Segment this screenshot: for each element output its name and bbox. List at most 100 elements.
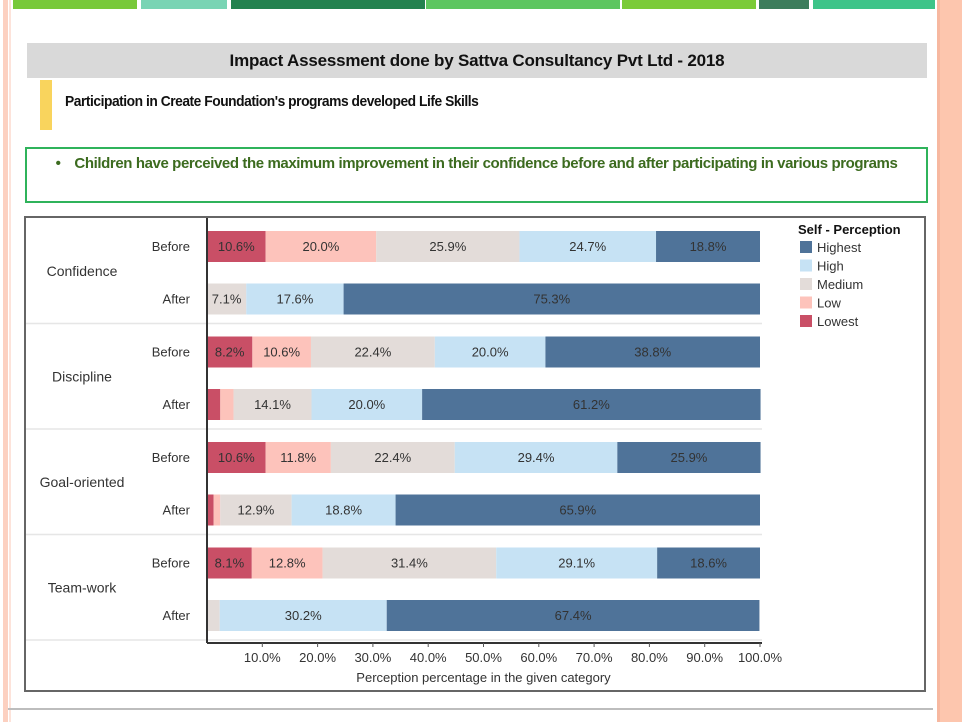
bar-segment-lowest <box>207 336 253 368</box>
bar-segment-low <box>265 442 331 473</box>
bar-segment-high <box>454 442 618 473</box>
data-label: 61.2% <box>573 397 610 412</box>
bar-segment-lowest <box>207 547 252 579</box>
header-stripe-segment <box>231 0 425 9</box>
legend-swatch-highest <box>800 241 812 253</box>
legend-label-high: High <box>817 259 844 274</box>
category-label: Team-work <box>48 580 117 596</box>
bar-segment-high <box>519 231 657 262</box>
data-label: 10.6% <box>218 450 255 465</box>
data-label: 29.1% <box>558 556 595 571</box>
x-tick-label: 90.0% <box>686 650 723 665</box>
bar-segment-low <box>251 547 323 579</box>
slide-title-text: Impact Assessment done by Sattva Consult… <box>229 50 725 70</box>
bar-segment-high <box>496 547 658 579</box>
bar-segment-highest <box>395 494 760 526</box>
header-stripe-segment <box>13 0 137 9</box>
header-stripe-segment <box>759 0 809 9</box>
slide-subtitle: Participation in Create Foundation's pro… <box>65 93 479 110</box>
bar-segment-highest <box>657 547 760 579</box>
data-label: 18.8% <box>690 239 727 254</box>
bar-segment-medium <box>220 494 292 526</box>
slide-title: Impact Assessment done by Sattva Consult… <box>27 43 927 78</box>
bar-segment-high <box>246 283 344 315</box>
x-tick-label: 100.0% <box>738 650 783 665</box>
data-label: 31.4% <box>391 556 428 571</box>
data-label: 67.4% <box>555 608 592 623</box>
category-label: Discipline <box>52 369 112 385</box>
category-label: Goal-oriented <box>40 474 125 490</box>
data-label: 17.6% <box>276 292 313 307</box>
data-label: 29.4% <box>518 450 555 465</box>
legend-swatch-low <box>800 296 812 309</box>
slide-edge-left-inner <box>9 0 11 722</box>
header-stripe-segment <box>141 0 227 9</box>
bar-segment-highest <box>343 283 760 315</box>
bar-segment-high <box>434 336 546 368</box>
bullet-icon: • <box>55 155 61 172</box>
bar-segment-medium <box>207 283 247 315</box>
row-label: After <box>163 292 191 307</box>
bar-segment-highest <box>545 336 760 368</box>
data-label: 18.8% <box>325 503 362 518</box>
legend-label-lowest: Lowest <box>817 314 859 329</box>
bar-segment-high <box>291 494 396 526</box>
legend-swatch-medium <box>800 278 812 290</box>
bar-segment-medium <box>330 442 455 473</box>
data-label: 8.1% <box>215 556 245 571</box>
footer-divider <box>8 708 933 710</box>
bar-segment-medium <box>376 231 520 262</box>
row-label: Before <box>152 239 190 254</box>
bar-segment-highest <box>617 442 761 473</box>
bar-segment-lowest <box>207 231 266 262</box>
bar-segment-high <box>219 600 387 631</box>
category-label: Confidence <box>47 263 118 279</box>
x-tick-label: 40.0% <box>410 650 447 665</box>
legend-title: Self - Perception <box>798 222 901 237</box>
legend-label-medium: Medium <box>817 277 863 292</box>
x-tick-label: 50.0% <box>465 650 502 665</box>
x-tick-label: 20.0% <box>299 650 336 665</box>
data-label: 65.9% <box>559 503 596 518</box>
subtitle-accent-bar <box>40 80 52 130</box>
x-axis-title: Perception percentage in the given categ… <box>356 670 611 685</box>
header-stripe-segment <box>813 0 935 9</box>
key-finding-callout: • Children have perceived the maximum imp… <box>25 147 928 203</box>
bar-segment-low <box>220 389 234 420</box>
data-label: 20.0% <box>472 345 509 360</box>
row-label: After <box>163 397 191 412</box>
data-label: 25.9% <box>671 450 708 465</box>
callout-text: Children have perceived the maximum impr… <box>74 155 898 172</box>
legend-swatch-high <box>800 259 812 272</box>
row-label: After <box>163 503 191 518</box>
header-stripe-segment <box>426 0 620 9</box>
data-label: 22.4% <box>374 450 411 465</box>
x-tick-label: 60.0% <box>520 650 557 665</box>
data-label: 10.6% <box>218 239 255 254</box>
row-label: Before <box>152 450 190 465</box>
bar-segment-highest <box>386 600 760 631</box>
data-label: 12.8% <box>269 556 306 571</box>
data-label: 75.3% <box>533 292 570 307</box>
bar-segment-medium <box>310 336 435 368</box>
bar-segment-highest <box>656 231 760 262</box>
chart-frame: Confidence Before 10.6% 20.0% 25.9% 24.7% 18.8… <box>24 216 926 692</box>
data-label: 20.0% <box>302 239 339 254</box>
bar-segment-lowest <box>207 494 214 526</box>
data-label: 11.8% <box>280 450 316 465</box>
data-label: 18.6% <box>690 556 727 571</box>
bar-segment-low <box>213 494 221 526</box>
x-tick-label: 70.0% <box>576 650 613 665</box>
header-stripe <box>0 0 940 10</box>
slide-edge-left <box>3 0 8 722</box>
slide-edge-right <box>940 0 962 722</box>
bar-segment-medium <box>207 600 220 631</box>
data-label: 38.8% <box>634 345 671 360</box>
data-label: 8.2% <box>215 345 245 360</box>
x-tick-label: 80.0% <box>631 650 668 665</box>
data-label: 7.1% <box>212 292 242 307</box>
data-label: 25.9% <box>429 239 466 254</box>
x-tick-label: 10.0% <box>244 650 281 665</box>
bar-segment-medium <box>322 547 497 579</box>
row-label: After <box>163 608 191 623</box>
